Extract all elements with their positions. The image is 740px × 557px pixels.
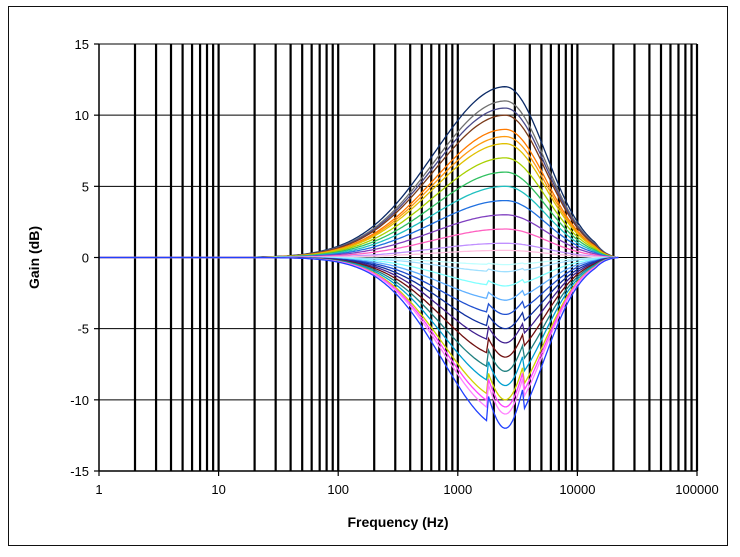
x-tick-label: 1	[95, 482, 102, 497]
x-tick-label: 10	[211, 482, 225, 497]
x-tick-label: 1000	[443, 482, 472, 497]
x-tick-label: 100	[327, 482, 349, 497]
x-tick-label: 100000	[675, 482, 718, 497]
gain-curve	[99, 256, 619, 429]
y-axis-title: Gain (dB)	[26, 226, 42, 289]
gain-chart: -15 -10 -5 0 5 10 15 1 10 100 1000 10000 100000 Frequ…	[26, 37, 719, 530]
labels-layer: -15 -10 -5 0 5 10 15 1 10 100 1000 10000 100000 Frequ…	[26, 37, 719, 530]
y-tick-label: -5	[77, 322, 89, 337]
y-tick-label: 5	[82, 179, 89, 194]
x-axis-title: Frequency (Hz)	[347, 514, 448, 530]
y-tick-label: -10	[70, 393, 89, 408]
y-tick-label: 0	[82, 251, 89, 266]
y-tick-label: -15	[70, 464, 89, 479]
chart-frame: -15 -10 -5 0 5 10 15 1 10 100 1000 10000 100000 Frequ…	[8, 6, 728, 546]
x-tick-label: 10000	[559, 482, 595, 497]
axes-layer	[94, 43, 698, 476]
y-tick-label: 10	[75, 108, 89, 123]
y-tick-label: 15	[75, 37, 89, 52]
curves-layer	[99, 86, 619, 429]
